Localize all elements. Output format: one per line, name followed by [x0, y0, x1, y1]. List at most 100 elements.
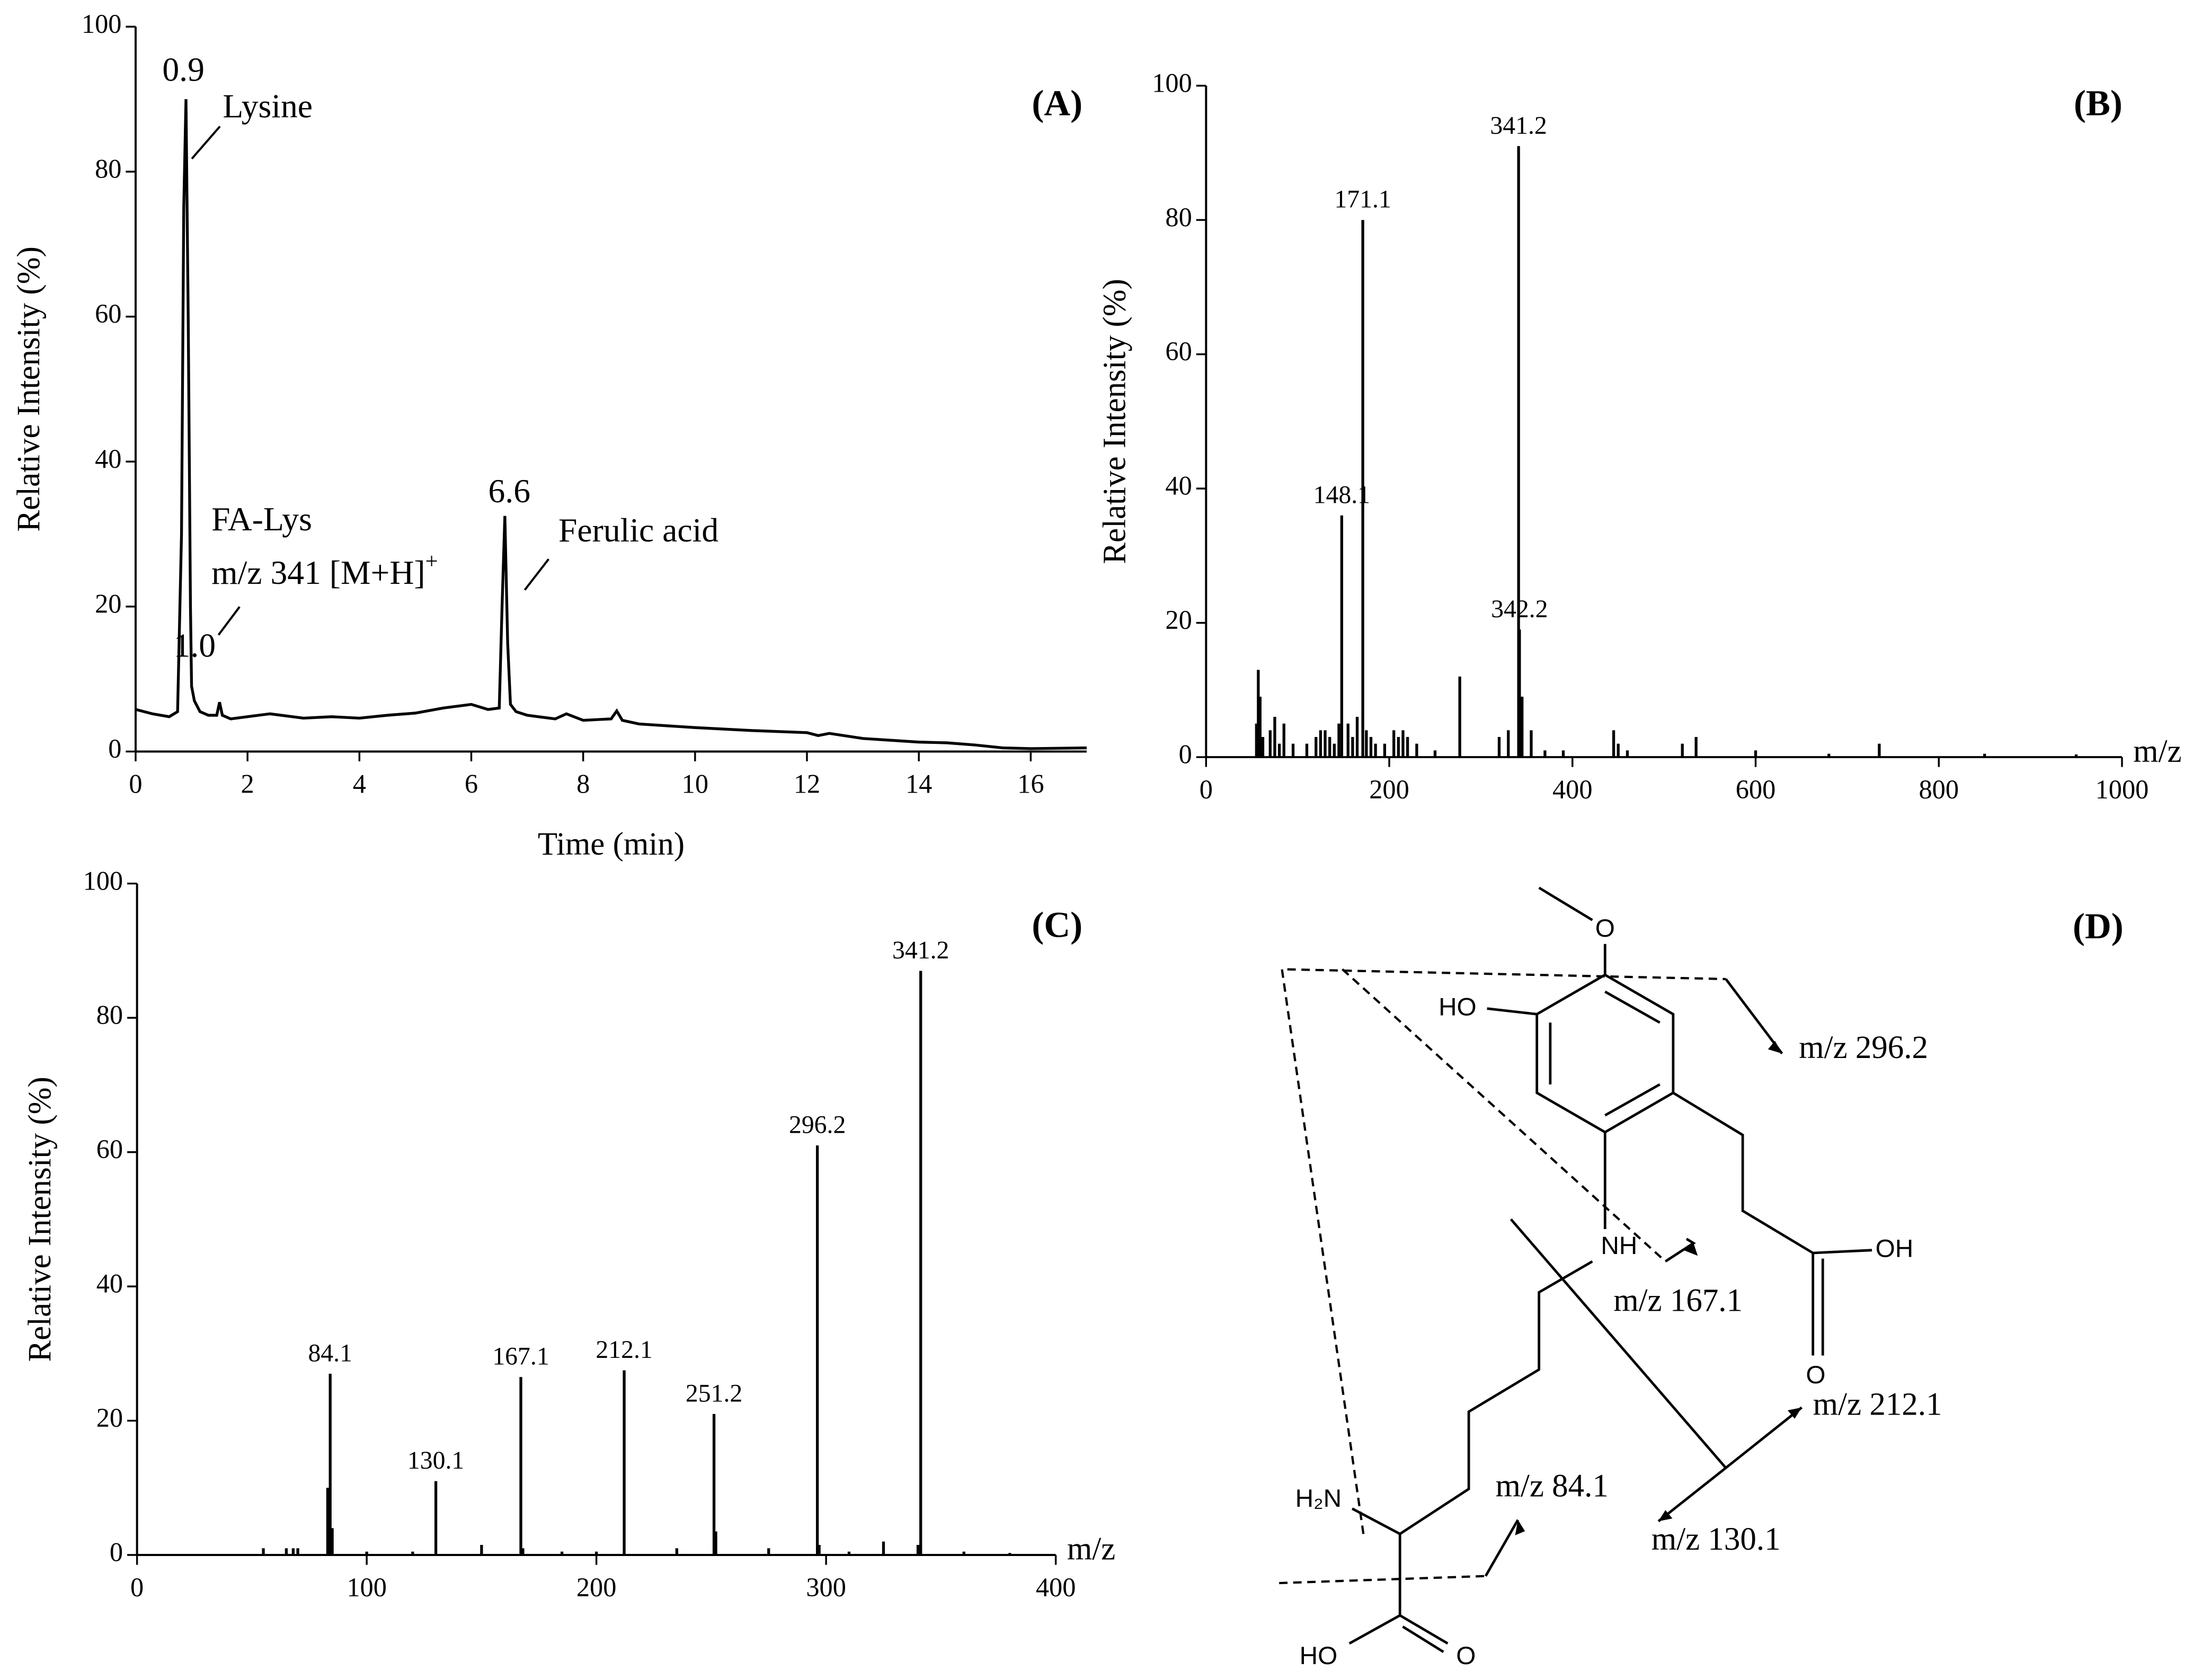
atom-label: O [1806, 1361, 1825, 1389]
annotation: Ferulic acid [558, 511, 718, 549]
panel-d: (D) [1279, 886, 2124, 1670]
peak-label: 130.1 [407, 1446, 464, 1474]
y-axis-label: Relative Intensity (%) [11, 246, 47, 531]
fragment-label: m/z 212.1 [1813, 1387, 1942, 1423]
arrow [1484, 1519, 1519, 1577]
annotation: 0.9 [162, 50, 205, 88]
bond [1672, 1091, 1872, 1255]
peak-label: 171.1 [1334, 185, 1391, 214]
arrow [1725, 978, 1783, 1054]
y-tick-label: 40 [96, 1269, 123, 1299]
chart: 0 20 40 60 80 100 0 100 200 300 400 Relative Intens… [22, 866, 1115, 1602]
atom-label: OH [1876, 1234, 1914, 1263]
bond [1604, 1083, 1661, 1117]
fragment-label: m/z 296.2 [1799, 1030, 1928, 1065]
x-axis-label: Time (min) [538, 826, 685, 862]
y-tick-label: 40 [1165, 471, 1192, 501]
cleavage-line [1279, 1575, 1486, 1585]
peak-label: 341.2 [892, 936, 949, 964]
y-axis-label: Relative Intensity (%) [22, 1077, 58, 1362]
y-axis-label: Relative Intensity (%) [1097, 279, 1132, 564]
y-tick-label: 0 [110, 1537, 123, 1567]
fragment-label: m/z 84.1 [1495, 1468, 1608, 1504]
annotation-superscript: + [425, 549, 438, 574]
peak-label: 84.1 [308, 1339, 352, 1367]
y-tick-label: 80 [1165, 202, 1192, 232]
arrow [1725, 1406, 1803, 1469]
peak-label: 296.2 [789, 1110, 846, 1139]
x-axis-label: m/z [2133, 734, 2181, 769]
x-tick-label: 8 [576, 769, 590, 798]
y-tick-label: 60 [95, 299, 121, 328]
atom-label: HO [1300, 1642, 1338, 1670]
x-tick-label: 600 [1736, 775, 1776, 804]
bond [1604, 990, 1661, 1024]
x-tick-label: 100 [347, 1572, 387, 1602]
bond [1399, 1614, 1449, 1645]
x-tick-label: 800 [1919, 775, 1959, 804]
y-tick-label: 20 [1165, 605, 1192, 635]
ring [1535, 973, 1675, 1134]
leader-line [191, 126, 221, 159]
x-tick-label: 300 [806, 1572, 846, 1602]
atom-label: NH [1601, 1232, 1637, 1260]
y-tick-label: 0 [108, 734, 121, 763]
peak-label: 342.2 [1491, 595, 1548, 623]
y-tick-label: 60 [96, 1134, 123, 1164]
arrow-head [1768, 1041, 1782, 1054]
annotation: m/z 341 [M+H]+ [211, 549, 438, 591]
annotation: 1.0 [174, 627, 216, 664]
y-tick-label: 40 [95, 444, 121, 474]
x-tick-label: 10 [682, 769, 708, 798]
y-tick-label: 100 [83, 866, 123, 895]
leader-line [217, 606, 241, 636]
y-tick-label: 0 [1179, 740, 1192, 769]
x-tick-label: 400 [1552, 775, 1593, 804]
y-tick-label: 60 [1165, 336, 1192, 366]
peak-label: 251.2 [686, 1379, 742, 1407]
x-tick-label: 0 [1200, 775, 1213, 804]
x-tick-label: 2 [241, 769, 254, 798]
x-tick-label: 4 [353, 769, 366, 798]
bond [1402, 1625, 1444, 1654]
bond [1538, 886, 1593, 921]
annotation-text: m/z 341 [M+H] [211, 554, 425, 591]
arrow [1657, 1466, 1727, 1523]
arrow-head [1787, 1407, 1802, 1419]
x-tick-label: 0 [130, 1572, 144, 1602]
y-tick-label: 20 [95, 589, 121, 618]
arrow-head [1683, 1243, 1698, 1256]
x-tick-label: 6 [465, 769, 478, 798]
peak-label: 167.1 [492, 1343, 549, 1371]
x-tick-label: 14 [905, 769, 932, 798]
y-tick-label: 80 [95, 154, 121, 184]
x-tick-label: 200 [1369, 775, 1409, 804]
x-tick-label: 12 [794, 769, 820, 798]
bond [1348, 1260, 1593, 1645]
x-tick-label: 1000 [2096, 775, 2149, 804]
peak-label: 341.2 [1490, 111, 1547, 139]
chart: 0 20 40 60 80 100 0 2 4 6 8 10 12 14 16 Relative Intens… [11, 9, 1087, 862]
peak-label: 212.1 [596, 1336, 652, 1364]
x-tick-label: 400 [1036, 1572, 1076, 1602]
y-tick-label: 20 [96, 1403, 123, 1433]
arrow-head [1515, 1519, 1525, 1535]
annotation: 6.6 [488, 472, 530, 510]
fragmentation-marks [1279, 968, 1803, 1585]
x-tick-label: 200 [576, 1572, 617, 1602]
fragment-label: m/z 130.1 [1652, 1522, 1781, 1557]
atom-label: O [1456, 1642, 1476, 1670]
atom-label: O [1595, 914, 1615, 943]
arrow [1664, 1238, 1696, 1263]
leader-line [523, 558, 550, 591]
peak-label: 148.1 [1313, 481, 1370, 509]
annotation: Lysine [223, 87, 313, 125]
y-tick-label: 100 [82, 9, 122, 39]
atom-label: HO [1439, 993, 1477, 1021]
x-tick-label: 0 [129, 769, 142, 798]
x-tick-label: 16 [1017, 769, 1044, 798]
fragment-label: m/z 167.1 [1613, 1283, 1743, 1318]
y-tick-label: 100 [1152, 68, 1192, 97]
